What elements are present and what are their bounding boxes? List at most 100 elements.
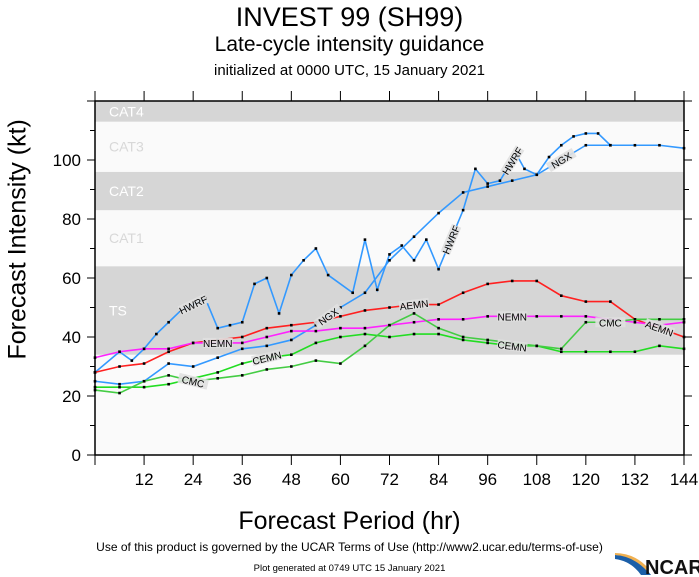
data-point-ngx: [290, 338, 293, 342]
data-point-aemn: [265, 326, 269, 330]
data-point-aemn: [559, 294, 563, 297]
y-tick-label: 100: [53, 151, 81, 170]
band-label: CAT1: [109, 230, 144, 246]
data-point-hwrf: [277, 312, 281, 315]
data-point-hwrf: [596, 132, 600, 135]
series-label-bg: [496, 339, 528, 353]
data-point-cmc: [584, 320, 588, 324]
data-point-cemn: [290, 353, 293, 356]
data-point-ngx: [633, 143, 637, 147]
data-point-cmc: [437, 326, 440, 330]
y-tick-label: 0: [72, 446, 81, 465]
data-point-aemn: [240, 335, 244, 339]
band-label: TS: [109, 302, 127, 318]
band-label: CAT3: [109, 139, 144, 155]
data-point-hwrf: [290, 273, 293, 277]
chart-title: INVEST 99 (SH99): [235, 2, 464, 32]
data-point-cemn: [559, 350, 563, 354]
data-point-cmc: [216, 377, 220, 380]
data-point-ngx: [191, 365, 195, 368]
data-point-cmc: [167, 374, 170, 377]
data-point-aemn: [510, 279, 514, 283]
data-point-cmc: [290, 365, 293, 368]
data-point-ngx: [510, 179, 514, 182]
data-point-ngx: [437, 211, 440, 215]
data-point-hwrf: [572, 135, 575, 138]
data-point-aemn: [535, 279, 539, 283]
data-point-cemn: [118, 385, 121, 389]
data-point-cemn: [216, 371, 220, 374]
series-label-bg: [595, 317, 626, 328]
svg-text:NCAR: NCAR: [645, 557, 699, 577]
band-ts: [95, 266, 684, 355]
data-point-nemn: [314, 329, 318, 333]
data-point-hwrf: [425, 238, 428, 241]
data-point-nemn: [535, 315, 539, 318]
data-point-ngx: [118, 382, 121, 386]
data-point-nemn: [142, 347, 146, 351]
data-point-ngx: [388, 259, 391, 262]
data-point-cemn: [142, 385, 146, 389]
data-point-aemn: [118, 365, 121, 368]
data-point-hwrf: [130, 359, 134, 362]
data-point-aemn: [461, 291, 465, 295]
data-point-cemn: [388, 335, 391, 339]
data-point-hwrf: [523, 167, 526, 171]
data-point-cemn: [339, 335, 342, 339]
data-point-cemn: [412, 332, 416, 336]
x-tick-label: 120: [572, 470, 600, 489]
data-point-cmc: [633, 318, 637, 321]
data-point-hwrf: [155, 332, 158, 336]
data-point-cemn: [363, 332, 367, 336]
data-point-cmc: [486, 338, 489, 342]
data-point-hwrf: [388, 253, 391, 256]
data-point-nemn: [339, 326, 342, 330]
data-point-ngx: [167, 362, 170, 365]
data-point-hwrf: [474, 167, 477, 171]
x-tick-label: 132: [621, 470, 649, 489]
data-point-ngx: [412, 235, 416, 238]
data-point-aemn: [167, 350, 170, 354]
data-point-ngx: [314, 323, 318, 327]
data-point-cmc: [314, 359, 318, 362]
data-point-hwrf: [461, 208, 465, 212]
data-point-cmc: [142, 379, 146, 383]
data-point-cemn: [167, 382, 170, 386]
data-point-nemn: [461, 318, 465, 321]
data-point-nemn: [290, 329, 293, 333]
generated-time: Plot generated at 0749 UTC 15 January 20…: [253, 563, 446, 574]
y-tick-label: 80: [62, 210, 81, 229]
x-tick-label: 108: [523, 470, 551, 489]
data-point-hwrf: [498, 179, 502, 182]
data-point-hwrf: [216, 326, 220, 330]
data-point-nemn: [559, 315, 563, 318]
data-point-ngx: [461, 191, 465, 194]
plot-frame: [94, 100, 685, 456]
data-point-ngx: [339, 306, 342, 309]
data-point-cemn: [437, 332, 440, 336]
data-point-hwrf: [302, 259, 305, 262]
data-point-cmc: [240, 374, 244, 377]
data-point-hwrf: [412, 259, 416, 262]
band-label: CAT2: [109, 183, 144, 199]
series-label-bg: [177, 372, 209, 390]
data-point-hwrf: [253, 282, 256, 286]
initialized-time: initialized at 0000 UTC, 15 January 2021: [214, 62, 485, 79]
data-point-cmc: [535, 344, 539, 348]
data-point-aemn: [142, 362, 146, 365]
data-point-aemn: [339, 315, 342, 318]
band-cat1: [95, 210, 684, 267]
data-point-aemn: [437, 303, 440, 306]
series-label-bg: [500, 145, 525, 177]
series-label-aemn: AEMN: [399, 299, 429, 313]
x-axis-label: Forecast Period (hr): [238, 507, 461, 535]
data-point-hwrf: [584, 132, 588, 135]
data-point-cmc: [118, 391, 121, 395]
data-point-nemn: [584, 315, 588, 318]
data-point-aemn: [486, 282, 489, 286]
data-point-nemn: [412, 320, 416, 324]
series-label-nemn: NEMN: [497, 312, 526, 323]
data-point-nemn: [191, 341, 195, 345]
